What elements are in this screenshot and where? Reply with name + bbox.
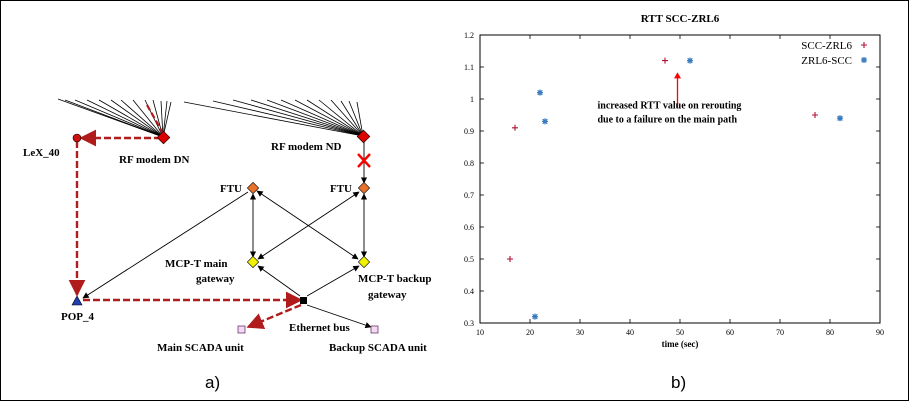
mcp-main-gateway-node	[246, 255, 260, 269]
mcp-main-label-line2: gateway	[196, 273, 235, 285]
main-scada-label: Main SCADA unit	[157, 342, 244, 354]
rf-modem-nd-node	[356, 129, 371, 144]
pop-node	[71, 295, 83, 306]
x-tick-label: 50	[676, 328, 684, 337]
backup-scada-node	[370, 325, 379, 334]
mcp-main-label-line1: MCP-T main	[165, 258, 227, 270]
data-point-zrl6-scc	[837, 115, 843, 122]
data-point-zrl6-scc	[687, 57, 693, 64]
y-tick-label: 1	[470, 95, 474, 104]
annotation-line1: increased RTT value on rerouting	[598, 101, 742, 112]
x-tick-label: 20	[526, 328, 534, 337]
annotation-line2: due to a failure on the main path	[598, 115, 738, 126]
ftu-right-node	[357, 181, 371, 195]
rtt-chart: 10 20 30 40 50 60 70 80 90 0.3 0.4 0.5 0.6 0.7 0.8 0.9 1…	[464, 13, 884, 349]
data-point-scc-zrl6	[662, 57, 668, 64]
lex-label: LeX_40	[23, 147, 60, 159]
main-path	[68, 129, 303, 329]
network-diagram: LeX_40 RF modem DN RF modem ND FTU FTU M…	[23, 98, 431, 354]
x-tick-label: 90	[876, 328, 884, 337]
data-point-scc-zrl6	[512, 124, 518, 131]
x-axis-title: time (sec)	[662, 339, 699, 349]
legend-marker	[861, 57, 867, 63]
x-tick-label: 40	[626, 328, 634, 337]
x-cross-icon	[357, 153, 371, 168]
ftu-right-label: FTU	[330, 183, 352, 195]
rf-modem-nd-label: RF modem ND	[271, 141, 342, 153]
y-tick-label: 0.8	[464, 159, 474, 168]
rf-dn-link-fan	[57, 98, 172, 138]
data-point-zrl6-scc	[537, 89, 543, 96]
lex-node	[72, 133, 82, 143]
ethernet-bus-node	[300, 297, 307, 304]
data-point-scc-zrl6	[507, 256, 513, 262]
network-links	[82, 142, 372, 329]
rf-nd-link-fan	[183, 99, 364, 137]
annotation-arrow-head	[674, 72, 681, 79]
x-tick-label: 30	[576, 328, 584, 337]
mcp-backup-label-line1: MCP-T backup	[358, 273, 431, 285]
legend-label: ZRL6-SCC	[801, 55, 852, 67]
mcp-backup-label-line2: gateway	[368, 289, 407, 301]
y-tick-label: 0.3	[464, 319, 474, 328]
ftu-left-label: FTU	[220, 183, 242, 195]
panel-b-label: b)	[671, 373, 687, 392]
y-tick-label: 0.4	[464, 287, 474, 296]
main-scada-node	[237, 325, 246, 334]
panel-a-label: a)	[205, 373, 221, 392]
backup-scada-label: Backup SCADA unit	[329, 342, 427, 354]
data-point-zrl6-scc	[532, 313, 538, 320]
y-tick-label: 0.5	[464, 255, 474, 264]
data-point-scc-zrl6	[812, 112, 818, 118]
main-path-rf-dn-uplink	[146, 104, 165, 136]
x-tick-label: 70	[776, 328, 784, 337]
rf-modem-dn-node	[156, 130, 171, 145]
data-point-zrl6-scc	[542, 118, 548, 125]
ethernet-bus-label: Ethernet bus	[289, 322, 351, 334]
x-tick-label: 80	[826, 328, 834, 337]
x-tick-label: 10	[476, 328, 484, 337]
pop-label: POP_4	[61, 311, 94, 323]
y-tick-label: 0.7	[464, 191, 474, 200]
y-tick-label: 0.6	[464, 223, 474, 232]
legend-marker	[861, 42, 867, 48]
chart-title: RTT SCC-ZRL6	[641, 13, 720, 25]
y-tick-label: 1.1	[464, 63, 474, 72]
legend-label: SCC-ZRL6	[801, 40, 852, 52]
y-tick-label: 1.2	[464, 31, 474, 40]
ftu-left-node	[246, 181, 260, 195]
y-tick-label: 0.9	[464, 127, 474, 136]
rf-modem-dn-label: RF modem DN	[119, 154, 190, 166]
x-tick-label: 60	[726, 328, 734, 337]
mcp-backup-gateway-node	[357, 255, 371, 269]
